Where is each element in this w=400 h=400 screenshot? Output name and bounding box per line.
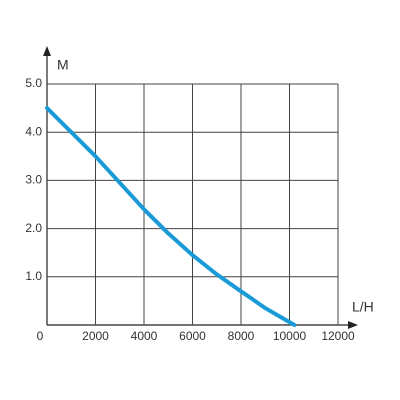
y-tick-label: 4.0 bbox=[25, 124, 42, 138]
data-line bbox=[45, 106, 297, 327]
x-tick-label: 8000 bbox=[228, 329, 255, 343]
x-tick-label: 6000 bbox=[179, 329, 206, 343]
x-tick-label: 10000 bbox=[273, 329, 307, 343]
x-axis-arrow bbox=[348, 321, 358, 329]
y-axis-arrow bbox=[43, 46, 51, 56]
y-tick-label: 2.0 bbox=[25, 221, 42, 235]
y-axis-label: M bbox=[57, 57, 69, 73]
x-tick-label: 4000 bbox=[131, 329, 158, 343]
y-tick-label: 3.0 bbox=[25, 173, 42, 187]
x-tick-label: 2000 bbox=[82, 329, 109, 343]
x-axis-label: L/H bbox=[352, 299, 374, 315]
y-tick-label: 1.0 bbox=[25, 269, 42, 283]
y-tick-label: 5.0 bbox=[25, 76, 42, 90]
x-tick-label: 12000 bbox=[321, 329, 355, 343]
x-tick-label: 0 bbox=[37, 329, 44, 343]
